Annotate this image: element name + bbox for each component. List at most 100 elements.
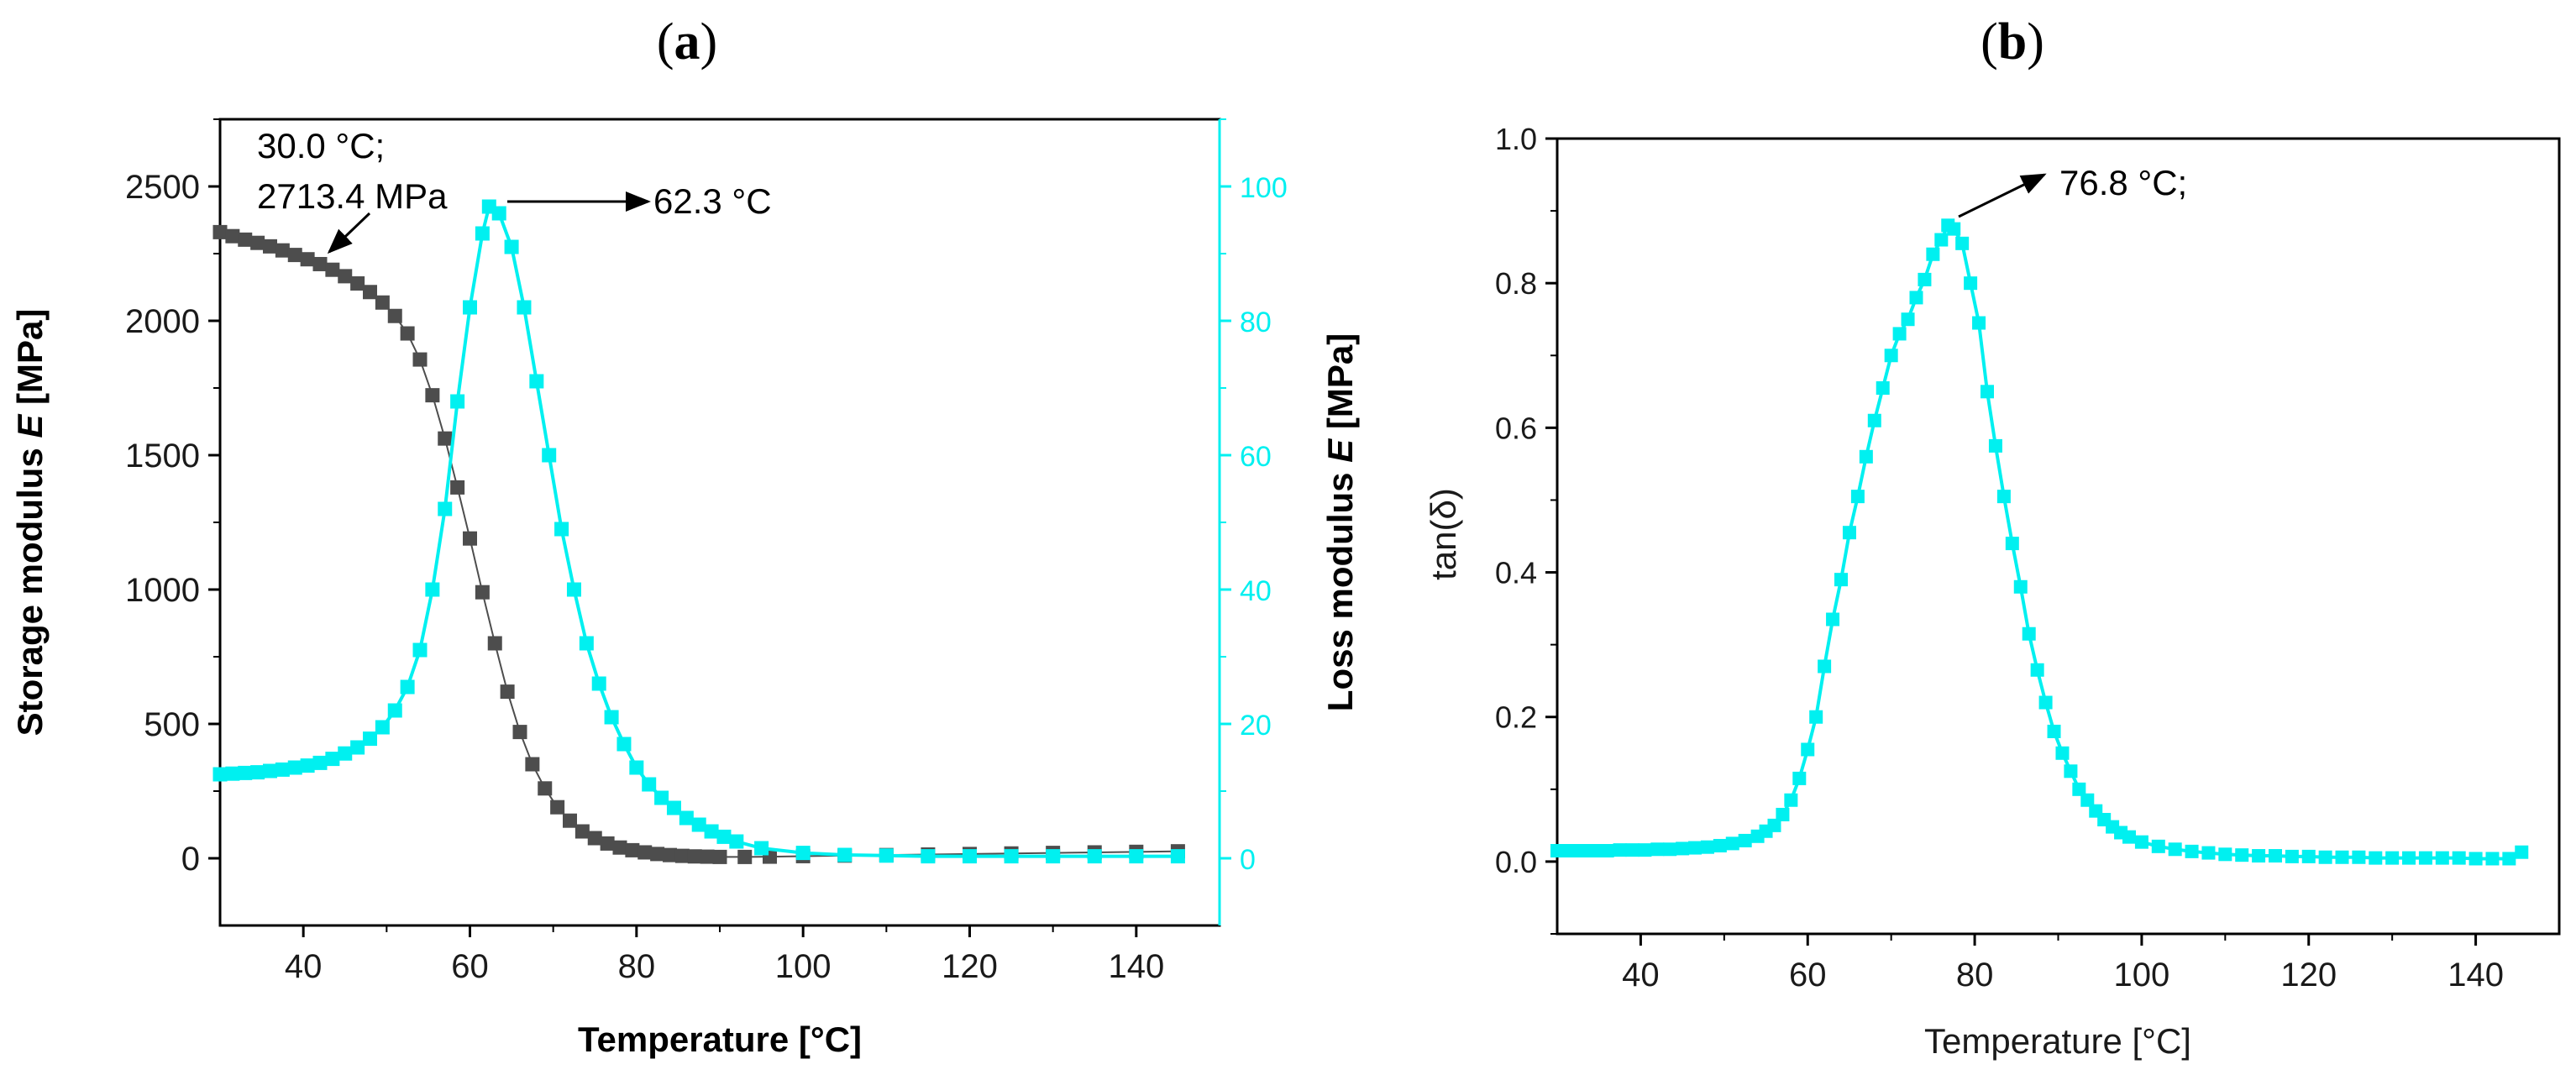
storage-modulus-point	[500, 684, 515, 700]
x-tick-label-b: 120	[2280, 957, 2337, 993]
loss-modulus-point	[629, 760, 644, 775]
left-y-tick-label-a: 2000	[125, 303, 200, 340]
left-y-axis-title-a: Storage modulus E [MPa]	[10, 309, 50, 737]
y-tick-label-b: 1.0	[1495, 122, 1537, 156]
tan-delta-point	[2218, 847, 2232, 862]
tan-delta-point	[2285, 849, 2299, 863]
x-tick-label-b: 60	[1789, 957, 1827, 993]
storage-modulus-point	[275, 243, 290, 258]
tan-delta-point	[1650, 842, 1665, 857]
tan-delta-point	[1955, 236, 1970, 250]
annotation-arrow-storage	[327, 212, 371, 254]
y-tick-label-b: 0.8	[1495, 266, 1537, 301]
x-tick-label-a: 40	[285, 948, 323, 985]
loss-modulus-point	[263, 763, 277, 779]
storage-modulus-point	[212, 224, 228, 239]
loss-modulus-point	[691, 817, 706, 832]
storage-modulus-point	[563, 813, 577, 828]
loss-modulus-point	[666, 800, 681, 815]
loss-modulus-point	[491, 206, 506, 221]
loss-modulus-point	[300, 758, 315, 773]
tan-delta-point	[2201, 846, 2216, 860]
storage-modulus-point	[400, 326, 415, 341]
loss-modulus-point	[921, 849, 936, 864]
tan-delta-point	[2013, 579, 2028, 594]
loss-modulus-point	[350, 740, 365, 755]
right-y-tick-label-a: 100	[1240, 172, 1288, 204]
loss-modulus-point	[704, 824, 719, 839]
right-y-tick-label-a: 20	[1240, 710, 1272, 742]
loss-modulus-point	[879, 848, 894, 863]
loss-modulus-point	[425, 582, 440, 597]
loss-modulus-point	[729, 834, 744, 849]
loss-modulus-point	[287, 760, 302, 775]
tan-delta-point	[2151, 839, 2165, 853]
loss-modulus-point	[517, 300, 532, 315]
loss-modulus-point	[1046, 849, 1061, 864]
left-y-tick-label-a: 1000	[125, 572, 200, 609]
right-y-axis-title-a: Loss modulus E [MPa]	[1320, 333, 1360, 711]
tan-delta-point	[2515, 845, 2529, 859]
right-y-tick-label-a: 40	[1240, 575, 1272, 607]
storage-modulus-point	[663, 847, 677, 862]
x-axis-ticks-a: 40 60 80 100 120 140	[285, 925, 1164, 985]
tan-delta-point	[2402, 851, 2416, 865]
loss-modulus-point	[275, 762, 290, 777]
y-tick-label-b: 0.2	[1495, 700, 1537, 735]
tan-delta-point	[2502, 852, 2516, 866]
tan-delta-point	[2301, 849, 2316, 863]
storage-modulus-point	[737, 849, 753, 864]
tan-delta-point	[1638, 843, 1652, 857]
x-tick-label-b: 100	[2114, 957, 2170, 993]
left-y-tick-label-a: 0	[181, 841, 200, 878]
storage-modulus-point	[438, 431, 453, 446]
right-y-tick-label-a: 80	[1240, 307, 1272, 338]
storage-modulus-point	[487, 636, 502, 651]
storage-modulus-point	[225, 228, 240, 244]
loss-modulus-point	[438, 501, 453, 516]
loss-modulus-point	[642, 777, 657, 792]
storage-modulus-point	[687, 849, 702, 864]
tan-delta-point	[1688, 841, 1702, 855]
x-tick-label-a: 80	[618, 948, 656, 985]
tan-delta-point	[1713, 838, 1727, 852]
tan-delta-point	[1625, 843, 1640, 857]
x-tick-label-b: 80	[1956, 957, 1994, 993]
loss-modulus-point	[1087, 849, 1102, 864]
tan-delta-point	[2168, 842, 2182, 857]
tan-delta-point	[2072, 782, 2086, 796]
loss-modulus-point	[1170, 849, 1185, 864]
storage-modulus-point	[674, 848, 690, 863]
storage-modulus-point	[238, 232, 253, 247]
tan-delta-point	[2318, 850, 2332, 864]
x-axis-ticks-b: 40 60 80 100 120 140	[1622, 934, 2504, 993]
loss-modulus-point	[616, 737, 632, 752]
y-tick-label-b: 0.4	[1495, 556, 1537, 590]
panel-a: (a) 40 60 80 100 120 140 05001000150020002500…	[10, 13, 1360, 1059]
tan-delta-point	[2122, 830, 2137, 844]
storage-modulus-point	[625, 842, 640, 857]
tan-delta-point	[2038, 695, 2053, 710]
tan-delta-point	[1550, 843, 1564, 857]
tan-delta-point	[2080, 793, 2095, 807]
storage-modulus-point	[475, 585, 490, 600]
loss-modulus-point	[450, 394, 465, 409]
tan-delta-point	[1926, 247, 1940, 261]
annotation-tan-peak: 76.8 °C;	[2059, 163, 2187, 202]
storage-modulus-point	[425, 388, 440, 403]
plot-frame-a	[218, 118, 1221, 927]
tan-delta-point	[2335, 850, 2349, 864]
storage-modulus-point	[363, 285, 377, 300]
storage-modulus-point	[574, 824, 590, 839]
loss-modulus-point	[400, 679, 415, 695]
x-tick-label-a: 60	[451, 948, 489, 985]
loss-modulus-line	[219, 203, 1178, 858]
loss-modulus-point	[542, 448, 557, 463]
loss-modulus-point	[325, 752, 340, 767]
storage-modulus-point	[612, 840, 627, 855]
tan-delta-point	[2022, 627, 2036, 641]
storage-modulus-point	[450, 480, 465, 495]
left-y-tick-label-a: 1500	[125, 438, 200, 474]
storage-modulus-point	[463, 531, 477, 546]
loss-modulus-point	[225, 766, 240, 781]
